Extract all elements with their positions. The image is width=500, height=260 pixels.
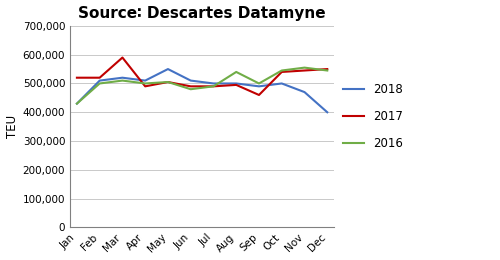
2018	[256, 85, 262, 88]
2018	[302, 90, 308, 94]
2018	[233, 82, 239, 85]
2017	[210, 85, 216, 88]
2017	[302, 69, 308, 72]
2017	[278, 70, 284, 74]
2017	[256, 93, 262, 96]
2017	[324, 68, 330, 71]
2016	[233, 70, 239, 74]
2018	[142, 79, 148, 82]
2016	[165, 80, 171, 83]
2017	[142, 85, 148, 88]
2016	[142, 82, 148, 85]
2016	[256, 82, 262, 85]
2017	[96, 76, 102, 79]
2018	[74, 102, 80, 105]
Legend: 2018, 2017, 2016: 2018, 2017, 2016	[342, 83, 403, 150]
2017	[74, 76, 80, 79]
2016	[302, 66, 308, 69]
2016	[210, 85, 216, 88]
2016	[120, 79, 126, 82]
2018	[278, 82, 284, 85]
2017	[233, 83, 239, 87]
2018	[96, 79, 102, 82]
2016	[324, 69, 330, 72]
Line: 2018: 2018	[77, 69, 328, 112]
2016	[278, 69, 284, 72]
2017	[120, 56, 126, 59]
2018	[210, 82, 216, 85]
2016	[188, 88, 194, 91]
2017	[165, 80, 171, 83]
2017	[188, 85, 194, 88]
Line: 2016: 2016	[77, 68, 328, 104]
2016	[74, 102, 80, 105]
2018	[188, 79, 194, 82]
Line: 2017: 2017	[77, 57, 328, 95]
Title: Source∶ Descartes Datamyne: Source∶ Descartes Datamyne	[78, 5, 326, 21]
2016	[96, 82, 102, 85]
2018	[165, 68, 171, 71]
Y-axis label: TEU: TEU	[6, 115, 18, 138]
2018	[120, 76, 126, 79]
2018	[324, 111, 330, 114]
